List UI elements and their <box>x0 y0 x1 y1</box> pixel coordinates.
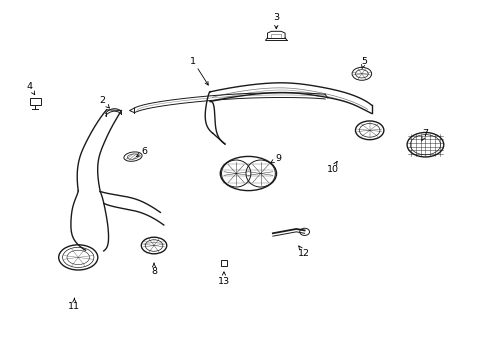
Text: 11: 11 <box>68 302 80 311</box>
Text: 5: 5 <box>361 57 366 66</box>
Text: 8: 8 <box>151 267 157 276</box>
FancyBboxPatch shape <box>220 260 227 266</box>
Text: 2: 2 <box>100 96 105 105</box>
Text: 4: 4 <box>26 82 32 91</box>
Text: 6: 6 <box>141 147 147 156</box>
Text: 1: 1 <box>190 57 196 66</box>
Text: 10: 10 <box>326 165 338 174</box>
Text: 7: 7 <box>422 129 427 138</box>
Text: 12: 12 <box>298 249 309 258</box>
Text: 3: 3 <box>273 13 279 22</box>
Text: 9: 9 <box>275 154 281 163</box>
FancyBboxPatch shape <box>30 98 41 105</box>
Text: 13: 13 <box>218 277 229 286</box>
